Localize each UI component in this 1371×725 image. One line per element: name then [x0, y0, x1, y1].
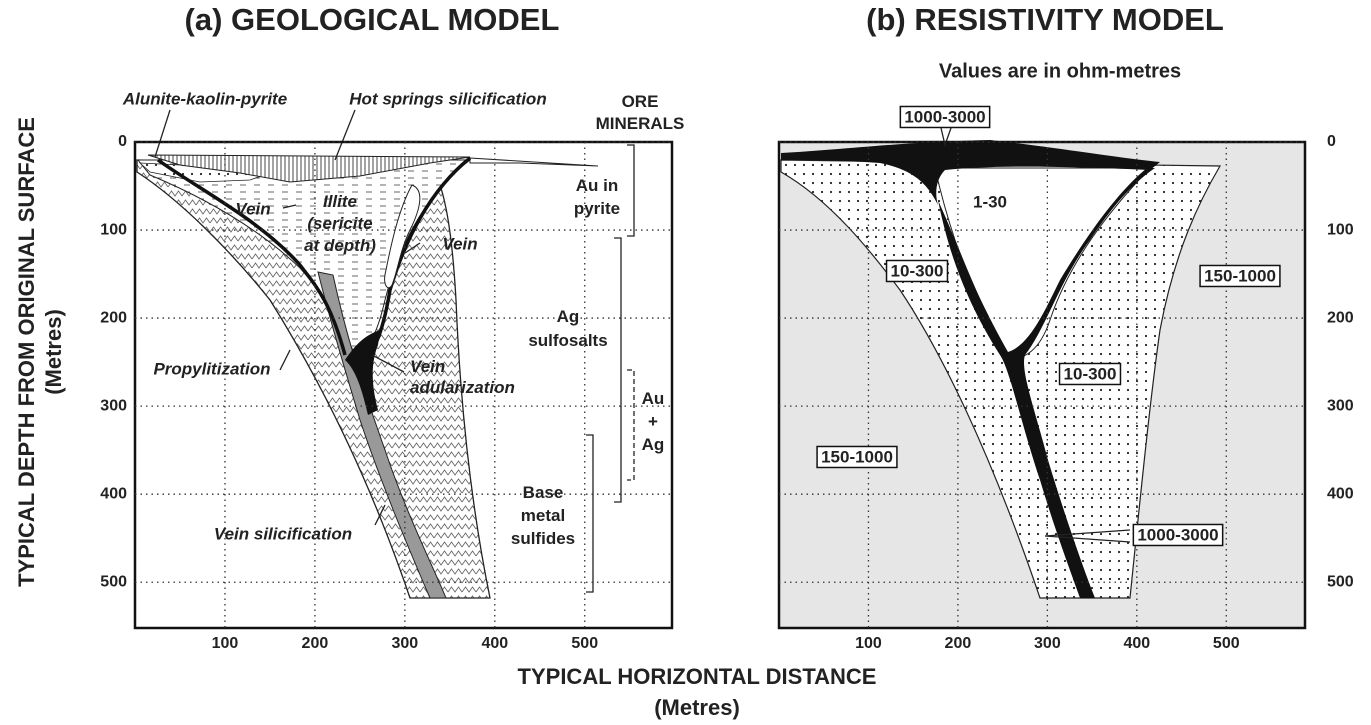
- x-tick-label: 300: [1034, 635, 1061, 652]
- y-tick-label: 500: [1327, 573, 1354, 590]
- y-tick-label: 300: [1327, 397, 1354, 414]
- y-axis-title: TYPICAL DEPTH FROM ORIGINAL SURFACE: [14, 117, 39, 587]
- panel-subtitle: Values are in ohm-metres: [939, 60, 1181, 82]
- label-line: metal: [521, 506, 565, 525]
- label-line: Vein: [410, 357, 445, 376]
- resistivity-label: 10-300: [1064, 364, 1117, 383]
- y-tick-label: 100: [1327, 221, 1354, 238]
- label-line: adularization: [410, 378, 515, 397]
- y-tick-label: 0: [118, 133, 127, 150]
- y-tick-label: 200: [1327, 309, 1354, 326]
- y-tick-label: 100: [100, 221, 127, 238]
- y-tick-label: 0: [1327, 133, 1336, 150]
- resistivity-label: 10-300: [891, 261, 944, 280]
- x-tick-label: 400: [481, 635, 508, 652]
- label-line: at depth): [304, 236, 376, 255]
- x-tick-label: 200: [945, 635, 972, 652]
- label-line: Au: [642, 389, 665, 408]
- resistivity-label: 1000-3000: [904, 107, 985, 126]
- panel-title: (a) GEOLOGICAL MODEL: [185, 2, 560, 37]
- resistivity-label: 150-1000: [821, 447, 893, 466]
- label-line: Ag: [557, 307, 580, 326]
- label-line: +: [648, 412, 658, 431]
- zone-label: Vein: [235, 199, 270, 218]
- label-line: Ag: [642, 435, 665, 454]
- label-line: sulfides: [511, 529, 575, 548]
- zone-label: Vein silicification: [214, 524, 352, 543]
- zone-label: Propylitization: [153, 359, 270, 378]
- x-tick-label: 500: [1213, 635, 1240, 652]
- y-tick-label: 400: [100, 485, 127, 502]
- zone-label: ORE MINERALS: [596, 92, 685, 133]
- resistivity-label: 1000-3000: [1137, 525, 1218, 544]
- x-tick-label: 400: [1123, 635, 1150, 652]
- x-axis-title: (Metres): [654, 695, 740, 720]
- x-axis-title: TYPICAL HORIZONTAL DISTANCE: [518, 664, 877, 689]
- label-line: ORE: [622, 92, 659, 111]
- panel-title: (b) RESISTIVITY MODEL: [866, 2, 1224, 37]
- label-line: pyrite: [574, 199, 620, 218]
- y-tick-label: 300: [100, 397, 127, 414]
- y-tick-label: 400: [1327, 485, 1354, 502]
- x-tick-label: 200: [302, 635, 329, 652]
- x-tick-label: 100: [855, 635, 882, 652]
- zone-label: Vein: [442, 234, 477, 253]
- label-line: sulfosalts: [528, 331, 607, 350]
- y-tick-label: 500: [100, 573, 127, 590]
- resistivity-label: 150-1000: [1204, 266, 1276, 285]
- label-line: (sericite: [307, 214, 372, 233]
- x-tick-label: 500: [571, 635, 598, 652]
- y-tick-label: 200: [100, 309, 127, 326]
- x-tick-label: 100: [212, 635, 239, 652]
- y-axis-title: (Metres): [41, 309, 66, 395]
- label-line: Base: [523, 483, 564, 502]
- figure: (a) GEOLOGICAL MODEL (b) RESISTIVITY MOD…: [0, 0, 1371, 725]
- label-line: Au in: [576, 176, 619, 195]
- zone-label: Hot springs silicification: [349, 89, 546, 108]
- label-line: Illite: [323, 192, 357, 211]
- zone-label: Alunite-kaolin-pyrite: [122, 89, 287, 108]
- resistivity-label: 1-30: [973, 192, 1007, 211]
- label-line: MINERALS: [596, 114, 685, 133]
- x-tick-label: 300: [391, 635, 418, 652]
